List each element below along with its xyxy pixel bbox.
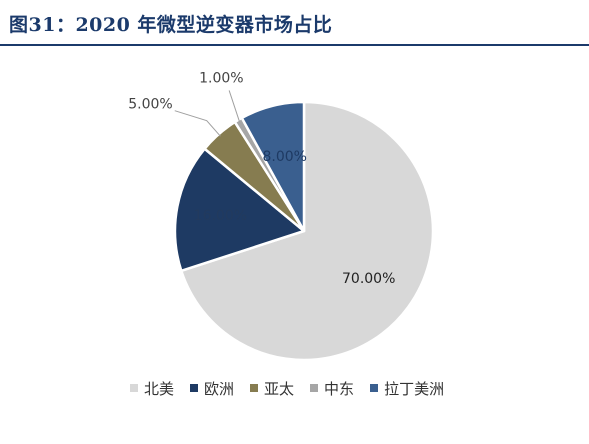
legend-swatch-5 bbox=[370, 384, 379, 392]
leader-line-4 bbox=[228, 90, 241, 123]
legend-swatch-1 bbox=[130, 384, 138, 392]
legend-swatch-4 bbox=[310, 384, 319, 392]
legend-label-1: 北美 bbox=[144, 379, 175, 398]
title-underline bbox=[0, 44, 589, 46]
slice-data-label-3: 5.00% bbox=[128, 97, 172, 113]
legend-item-5: 拉丁美洲 bbox=[370, 378, 444, 399]
legend-label-5: 拉丁美洲 bbox=[384, 379, 445, 398]
pie-slice-2 bbox=[173, 147, 306, 273]
slice-data-label-1: 70.00% bbox=[342, 271, 395, 287]
figure-header: 图31：2020 年微型逆变器市场占比 bbox=[0, 0, 589, 48]
legend-swatch-3 bbox=[250, 384, 259, 392]
legend-label-3: 亚太 bbox=[264, 379, 295, 398]
slice-data-label-5: 8.00% bbox=[263, 149, 307, 165]
legend-swatch-2 bbox=[190, 384, 199, 392]
legend-item-1: 北美 bbox=[130, 378, 174, 399]
slice-data-label-2: 16.00% bbox=[194, 208, 247, 224]
legend-item-3: 亚太 bbox=[250, 378, 294, 399]
legend-label-4: 中东 bbox=[324, 379, 355, 398]
leader-line-3 bbox=[174, 110, 221, 137]
figure-title: 图31：2020 年微型逆变器市场占比 bbox=[9, 14, 333, 36]
slice-data-label-4: 1.00% bbox=[199, 70, 243, 86]
pie-slice-1 bbox=[180, 100, 435, 362]
pie-slice-5 bbox=[240, 100, 306, 233]
legend-item-4: 中东 bbox=[310, 378, 354, 399]
pie-chart: 70.00% 16.00% 5.00% 1.00% 8.00% bbox=[128, 70, 435, 362]
legend-label-2: 欧洲 bbox=[204, 379, 235, 398]
chart-legend: 北美 欧洲 亚太 中东 拉丁美洲 bbox=[130, 376, 510, 400]
legend-item-2: 欧洲 bbox=[190, 378, 234, 399]
